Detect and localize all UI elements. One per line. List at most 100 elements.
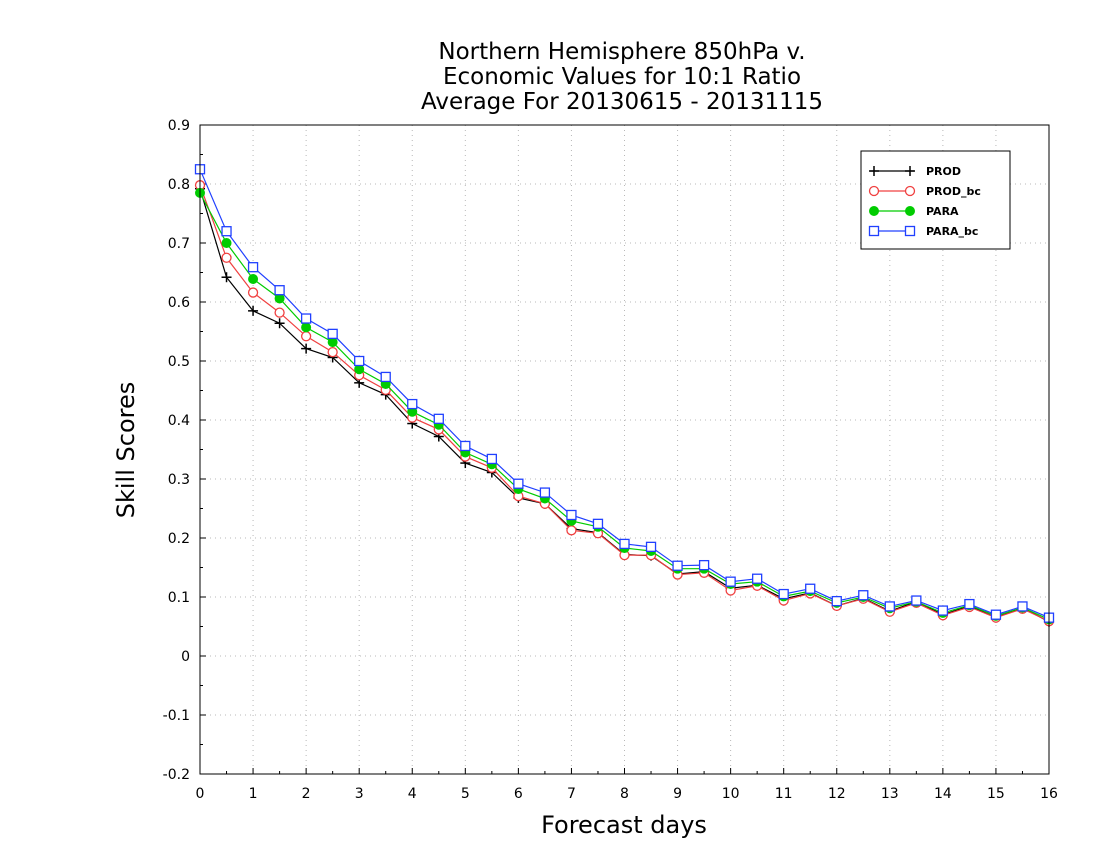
data-point — [884, 601, 895, 612]
y-tick-label: 0.9 — [168, 118, 190, 134]
x-tick-label: 2 — [302, 786, 311, 802]
data-point — [566, 509, 577, 521]
chart-title: Northern Hemisphere 850hPa v. Economic V… — [421, 39, 823, 115]
data-point — [513, 478, 524, 489]
data-point — [247, 287, 259, 298]
y-tick-label: 0.6 — [168, 295, 190, 311]
legend-entry: PARA — [869, 205, 959, 218]
data-point — [964, 598, 975, 610]
legend-label: PARA — [926, 205, 959, 218]
data-point — [460, 440, 471, 452]
y-tick-label: -0.2 — [163, 767, 190, 783]
data-point — [274, 318, 285, 329]
data-point — [539, 487, 551, 498]
x-tick-label: 11 — [775, 786, 793, 802]
data-point — [274, 285, 285, 296]
x-tick-label: 15 — [987, 786, 1005, 802]
data-point — [672, 560, 683, 571]
data-point — [725, 576, 736, 587]
x-tick-label: 1 — [249, 786, 258, 802]
data-point — [327, 346, 338, 358]
x-tick-label: 0 — [196, 786, 205, 802]
x-tick-label: 12 — [828, 786, 846, 802]
data-point — [274, 307, 285, 318]
grid — [200, 125, 1049, 774]
y-tick-label: 0.8 — [168, 177, 190, 193]
y-tick-label: 0.2 — [168, 531, 190, 547]
y-axis-label: Skill Scores — [112, 382, 140, 519]
legend-box — [860, 150, 1011, 250]
legend-marker — [904, 185, 916, 197]
data-point — [990, 609, 1002, 620]
legend-marker — [869, 206, 879, 216]
data-point — [301, 322, 312, 333]
data-point — [248, 305, 259, 316]
x-tick-label: 14 — [934, 786, 952, 802]
data-point — [300, 313, 312, 324]
data-point — [566, 525, 577, 536]
y-tick-label: 0.5 — [168, 354, 190, 370]
axis-ticks: 0 1 2 3 4 5 6 7 8 9 10 11 12 13 14 15 160.90.80.70.60.50… — [163, 118, 1058, 802]
legend-marker — [868, 185, 880, 197]
data-point — [486, 453, 497, 465]
x-tick-label: 13 — [881, 786, 899, 802]
data-point — [221, 272, 232, 283]
data-point — [327, 328, 338, 340]
data-point — [752, 573, 763, 584]
legend-entry: PARA_bc — [868, 225, 978, 238]
data-point — [831, 595, 842, 607]
x-axis-label: Forecast days — [541, 811, 707, 839]
data-point — [698, 559, 710, 571]
data-point — [911, 595, 922, 606]
x-tick-label: 7 — [567, 786, 576, 802]
y-tick-label: 0.7 — [168, 236, 190, 252]
data-point — [858, 590, 869, 601]
data-point — [300, 331, 312, 342]
y-tick-label: 0.1 — [168, 590, 190, 606]
data-point — [221, 252, 232, 263]
y-tick-label: 0 — [181, 649, 190, 665]
y-tick-label: -0.1 — [163, 708, 190, 724]
x-tick-label: 5 — [461, 786, 470, 802]
x-tick-label: 3 — [355, 786, 364, 802]
data-point — [645, 541, 657, 552]
data-point — [380, 371, 391, 383]
data-point — [248, 273, 259, 284]
data-point — [778, 588, 789, 600]
y-tick-label: 0.4 — [168, 413, 190, 429]
data-point — [247, 262, 259, 273]
y-tick-label: 0.3 — [168, 472, 190, 488]
data-point — [805, 583, 816, 594]
x-tick-label: 16 — [1040, 786, 1058, 802]
data-point — [407, 398, 418, 410]
data-point — [619, 538, 630, 550]
x-tick-label: 4 — [408, 786, 417, 802]
series-layer — [194, 164, 1055, 627]
plot-frame — [199, 124, 1050, 775]
data-point — [221, 238, 232, 248]
legend-marker — [904, 225, 916, 237]
data-point — [433, 413, 444, 424]
x-tick-label: 10 — [722, 786, 740, 802]
legend-label: PROD — [926, 165, 961, 178]
series-para-bc — [194, 164, 1055, 623]
legend-label: PARA_bc — [926, 225, 978, 238]
legend-marker — [868, 225, 880, 237]
x-tick-label: 9 — [673, 786, 682, 802]
data-point — [221, 226, 232, 237]
legend-marker — [905, 166, 915, 176]
data-point — [1017, 601, 1028, 612]
data-point — [301, 343, 312, 354]
legend-marker — [869, 166, 879, 176]
legend-label: PROD_bc — [926, 185, 981, 198]
x-tick-label: 8 — [620, 786, 629, 802]
legend-entry: PROD_bc — [868, 185, 981, 198]
legend-entry: PROD — [869, 165, 961, 178]
chart-title-line-3: Average For 20130615 - 20131115 — [421, 89, 823, 115]
chart-title-line-1: Northern Hemisphere 850hPa v. — [438, 39, 805, 65]
data-point — [592, 518, 604, 529]
legend: PROD PROD_bc PARA PARA_bc — [860, 150, 1011, 250]
chart-title-line-2: Economic Values for 10:1 Ratio — [443, 64, 801, 90]
data-point — [354, 355, 365, 367]
